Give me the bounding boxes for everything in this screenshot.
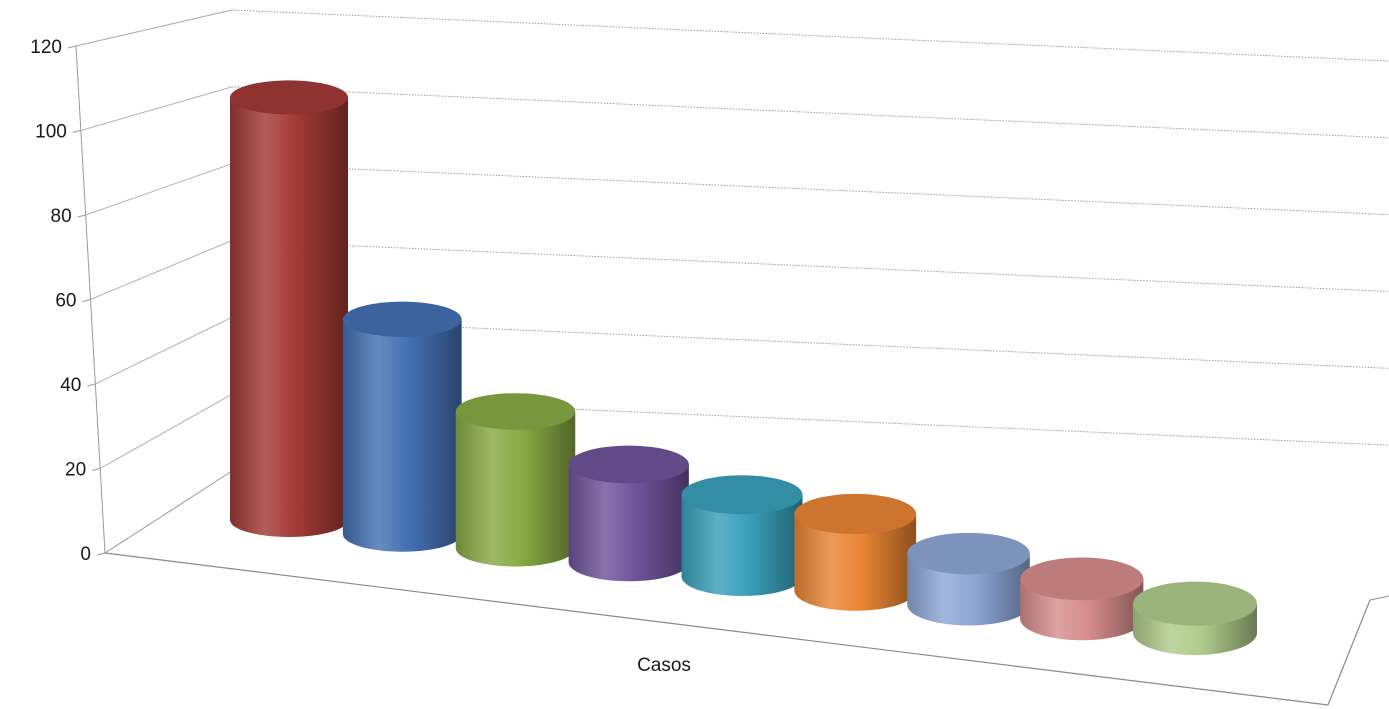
y-tick-label: 80 [51, 206, 72, 227]
floor-left-edge [104, 470, 233, 554]
y-tick-label: 20 [65, 460, 86, 481]
gridline-left-wall [90, 240, 233, 300]
bar-body [342, 319, 462, 552]
y-tick-label: 0 [80, 544, 91, 565]
bar-top [907, 532, 1030, 575]
bar-top [230, 80, 348, 115]
gridline-left-wall [75, 9, 233, 47]
y-axis-ticks: 0 20 40 60 80 100 120 [30, 37, 106, 565]
bar-body [907, 553, 1030, 626]
bar-casos-5 [681, 475, 803, 596]
bar-body [681, 494, 803, 596]
gridline-back-wall [231, 240, 1389, 292]
gridline-back-wall [231, 86, 1389, 139]
gridline-left-wall [85, 163, 233, 216]
bar-casos-6 [794, 493, 917, 611]
bar-casos-4 [568, 445, 689, 582]
y-tick-mark [82, 299, 91, 302]
floor-right-back-edge [1369, 595, 1389, 601]
gridline-back-wall [231, 9, 1389, 62]
floor-right-edge [1327, 599, 1371, 706]
floor-front-edge [104, 552, 1329, 706]
y-tick-mark [96, 552, 106, 556]
y-tick-label: 120 [30, 37, 62, 58]
bar-top [342, 301, 462, 337]
gridline-left-wall [95, 316, 233, 385]
bar-casos-3 [455, 393, 576, 567]
y-tick-mark [92, 468, 101, 471]
gridline-left-wall [99, 393, 233, 469]
gridline-back-wall [231, 163, 1389, 216]
bar-body [568, 464, 689, 582]
y-tick-mark [67, 45, 77, 49]
bar-top [568, 445, 689, 484]
bar-top [794, 493, 917, 535]
bar-casos-2 [342, 301, 462, 552]
y-tick-label: 100 [35, 122, 67, 143]
bars [230, 80, 1257, 655]
y-tick-mark [72, 130, 81, 133]
y-tick-mark [77, 214, 86, 218]
bar-casos-9 [1133, 581, 1257, 655]
gridline-left-wall [80, 86, 233, 131]
bar-top [455, 393, 576, 430]
y-tick-label: 60 [55, 291, 76, 312]
bar-body [455, 411, 576, 567]
bar-top [1133, 581, 1257, 626]
bar-body [794, 514, 917, 611]
bar-top [681, 475, 803, 515]
bar-casos-1 [230, 80, 348, 537]
bar-top [1020, 557, 1144, 601]
x-category-label: Casos [637, 655, 691, 676]
x-axis-labels: Casos [637, 655, 691, 676]
bar-casos-7 [907, 532, 1030, 626]
y-tick-label: 40 [60, 375, 81, 396]
y-tick-mark [87, 383, 96, 387]
bar-casos-8 [1020, 557, 1144, 641]
bar-body [230, 97, 348, 537]
